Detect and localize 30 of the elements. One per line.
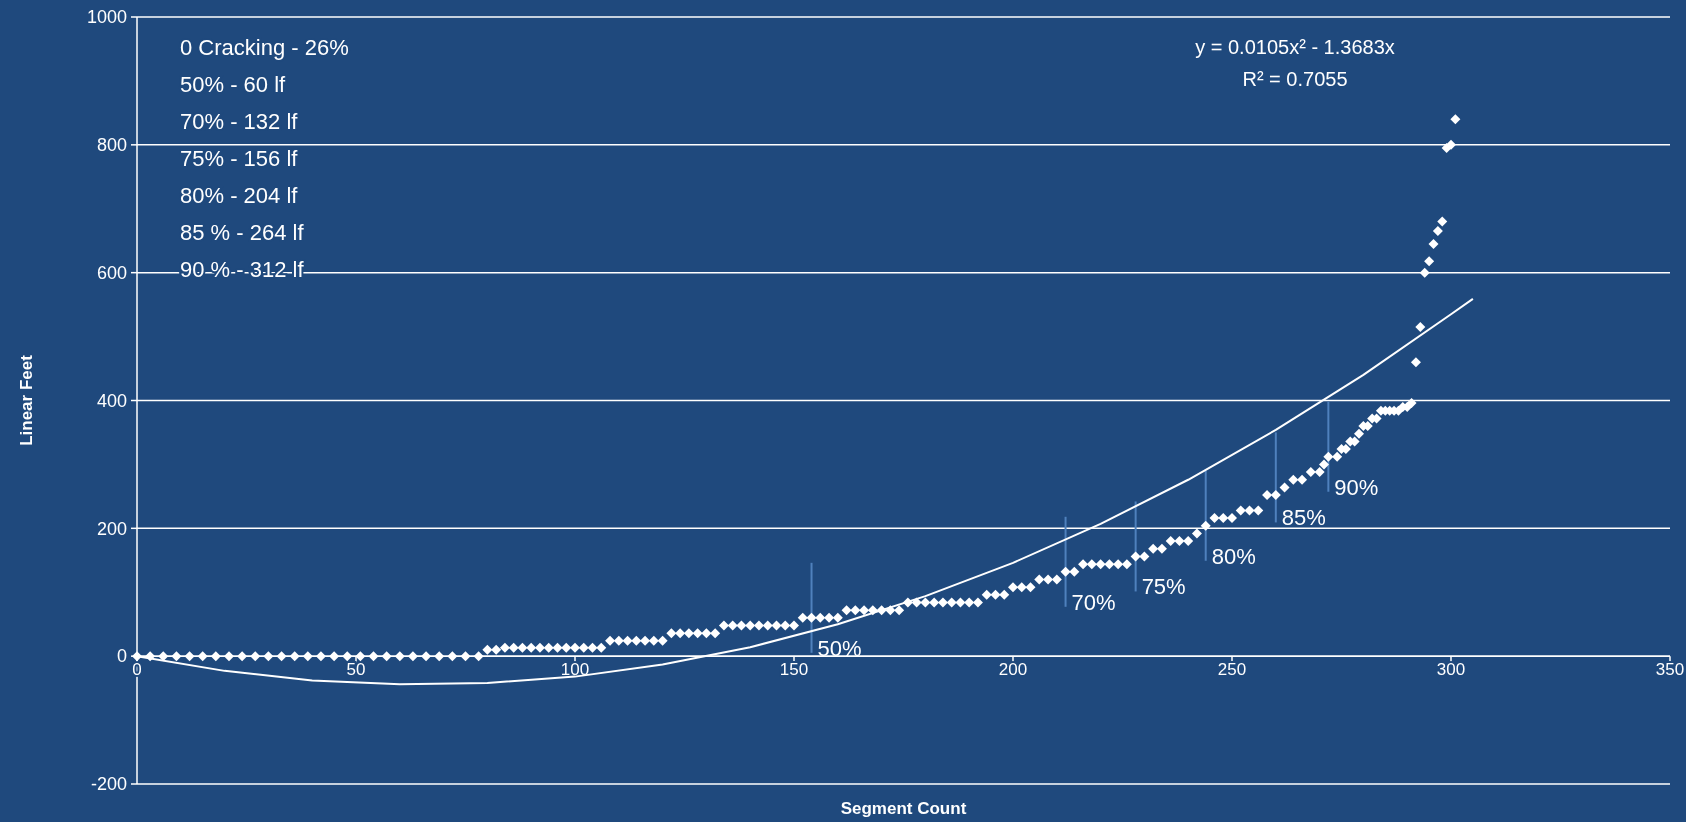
annotation: R² = 0.7055 [1242, 68, 1348, 90]
x-tick-label: 100 [560, 660, 590, 680]
y-tick-label: 0 [116, 646, 127, 667]
x-tick-label: 350 [1655, 660, 1685, 680]
y-tick-label: 200 [96, 518, 127, 539]
annotation: 0 Cracking - 26% [180, 35, 349, 60]
y-tick-label: 600 [96, 262, 127, 283]
annotation: 50% - 60 lf [180, 72, 287, 97]
annotation: 70% - 132 lf [180, 109, 299, 134]
annotation: 90% [1334, 474, 1379, 500]
annotation: 80% - 204 lf [180, 183, 299, 208]
x-tick-label: 150 [779, 660, 809, 680]
y-tick-label: 800 [96, 135, 127, 156]
annotation: 80% [1211, 543, 1256, 569]
y-tick-label: -200 [90, 774, 127, 795]
annotation: 85% [1281, 505, 1326, 531]
annotation: 75% [1141, 574, 1186, 600]
x-tick-label: 250 [1217, 660, 1247, 680]
annotation: y = 0.0105x² - 1.3683x [1195, 36, 1395, 58]
x-tick-label: 50 [346, 660, 366, 680]
x-tick-label: 200 [998, 660, 1028, 680]
annotation: 85 % - 264 lf [180, 220, 305, 245]
annotation: 50% [817, 635, 862, 661]
y-tick-label: 400 [96, 390, 127, 411]
y-axis-title: Linear Feet [17, 354, 36, 446]
annotation: 75% - 156 lf [180, 146, 299, 171]
x-axis-title: Segment Count [840, 799, 967, 818]
y-tick-label: 1000 [86, 7, 127, 28]
x-tick-label: 300 [1436, 660, 1466, 680]
annotation: 70% [1071, 589, 1116, 615]
